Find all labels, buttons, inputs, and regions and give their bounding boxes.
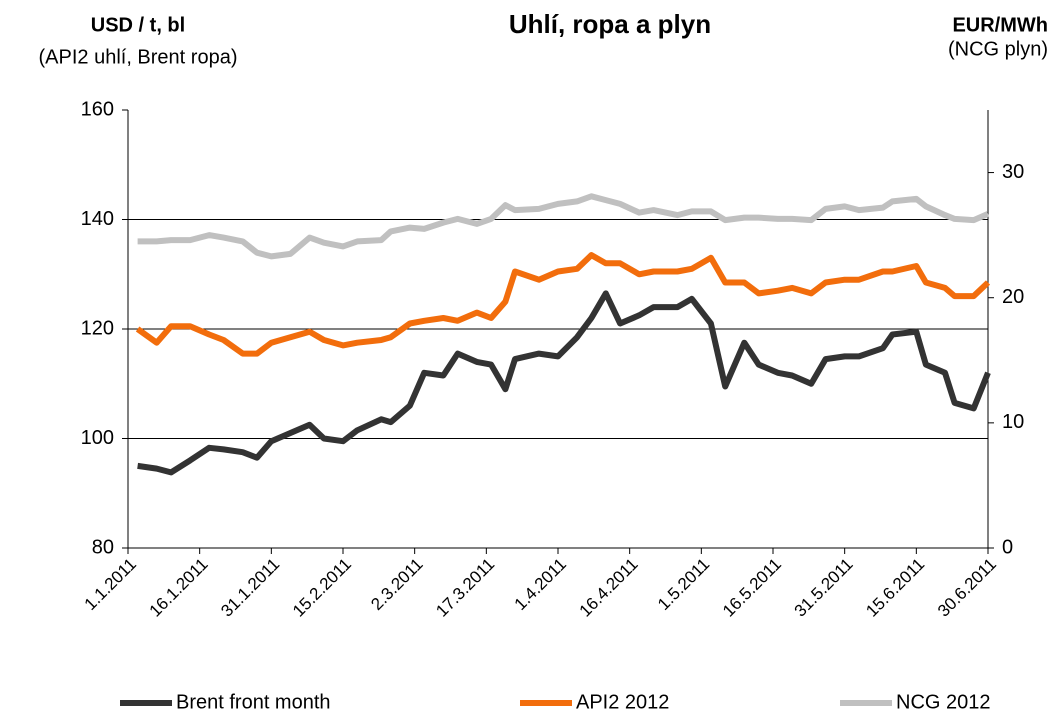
x-tick-label: 31.1.2011: [217, 555, 283, 621]
y-tick-label: 80: [92, 536, 114, 558]
y-tick-label: 120: [81, 317, 114, 339]
y2-tick-label: 10: [1002, 411, 1024, 433]
chart-title: Uhlí, ropa a plyn: [509, 9, 711, 39]
x-tick-label: 16.1.2011: [146, 555, 212, 621]
legend-label: API2 2012: [576, 691, 669, 713]
x-tick-label: 16.4.2011: [576, 555, 642, 621]
x-tick-label: 2.3.2011: [367, 555, 426, 614]
y-tick-label: 100: [81, 427, 114, 449]
x-tick-label: 1.4.2011: [511, 555, 570, 614]
legend-label: Brent front month: [176, 691, 331, 713]
series-line: [137, 193, 990, 260]
x-tick-label: 15.2.2011: [289, 555, 355, 621]
x-tick-label: 1.5.2011: [654, 555, 713, 614]
y2-axis-title: EUR/MWh: [952, 14, 1048, 36]
y2-tick-label: 30: [1002, 161, 1024, 183]
x-tick-label: 16.5.2011: [719, 555, 785, 621]
x-tick-label: 31.5.2011: [791, 555, 857, 621]
y-tick-label: 160: [81, 98, 114, 120]
series-line: [135, 252, 991, 357]
y2-axis-subtitle: (NCG plyn): [948, 38, 1048, 60]
y2-tick-label: 0: [1002, 536, 1013, 558]
series-line: [137, 290, 991, 476]
x-tick-label: 17.3.2011: [432, 555, 498, 621]
x-tick-label: 30.6.2011: [934, 555, 1000, 621]
legend-label: NCG 2012: [896, 691, 991, 713]
x-tick-label: 1.1.2011: [81, 555, 140, 614]
y2-tick-label: 20: [1002, 286, 1024, 308]
x-tick-label: 15.6.2011: [862, 555, 928, 621]
y-axis-title: USD / t, bl: [91, 14, 185, 36]
y-axis-subtitle: (API2 uhlí, Brent ropa): [39, 46, 238, 68]
y-tick-label: 140: [81, 208, 114, 230]
